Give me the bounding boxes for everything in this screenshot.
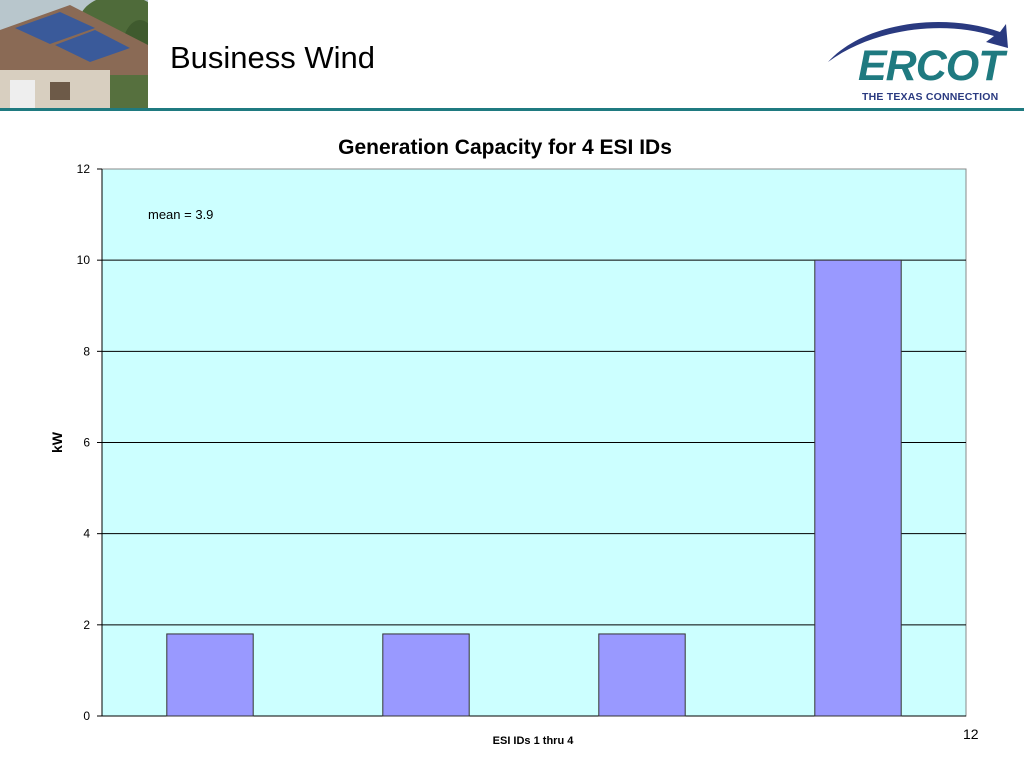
slide-title: Business Wind <box>170 40 376 75</box>
bars <box>166 259 902 717</box>
mean-annotation: mean = 3.9 <box>148 207 213 222</box>
bar-esi-1 <box>166 633 254 717</box>
bar-esi-3 <box>598 633 686 717</box>
y-tick-label: 6 <box>83 436 90 450</box>
ercot-logo: ERCOT THE TEXAS CONNECTION <box>824 14 1014 110</box>
page-number: 12 <box>963 726 979 742</box>
swoosh-icon <box>828 22 1008 62</box>
generation-capacity-chart: Generation Capacity for 4 ESI IDs 0 2 4 6 8 1… <box>49 136 967 747</box>
slide-header: Business Wind ERCOT THE TEXAS CONNECTION <box>0 0 1024 111</box>
y-tick-label: 12 <box>77 162 91 176</box>
x-axis-label: ESI IDs 1 thru 4 <box>493 735 575 747</box>
bar-esi-4 <box>814 259 902 717</box>
chart-title: Generation Capacity for 4 ESI IDs <box>338 136 672 159</box>
y-tick-label: 10 <box>77 253 91 267</box>
y-tick-label: 8 <box>83 344 90 358</box>
house-solar-photo-icon <box>0 0 148 108</box>
y-axis-label: kW <box>49 431 65 453</box>
logo-wordmark: ERCOT <box>858 42 1004 90</box>
y-tick-label: 0 <box>83 709 90 723</box>
y-tick-label: 2 <box>83 618 90 632</box>
logo-tagline: THE TEXAS CONNECTION <box>862 91 999 103</box>
header-divider <box>0 108 1024 111</box>
y-tick-label: 4 <box>83 527 90 541</box>
header-photo <box>0 0 148 108</box>
bar-esi-2 <box>382 633 470 717</box>
